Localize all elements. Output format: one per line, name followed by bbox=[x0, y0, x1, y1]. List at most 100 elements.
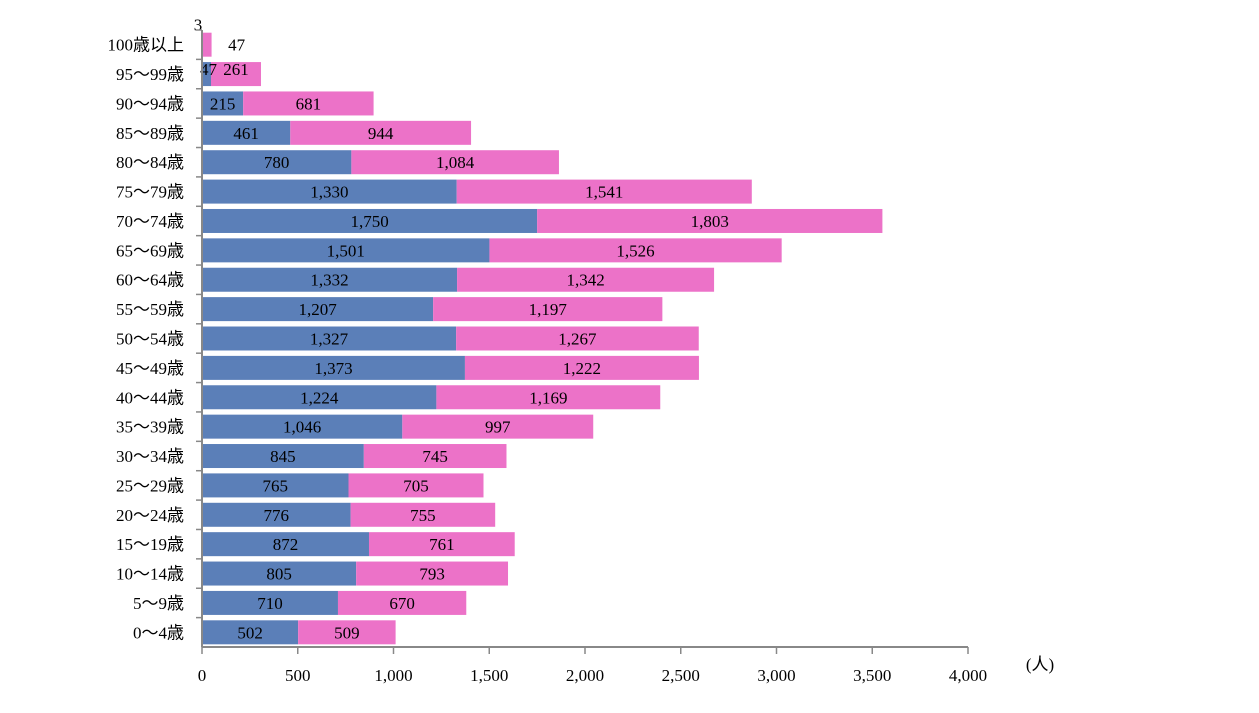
x-tick-label: 0 bbox=[198, 666, 207, 685]
bar-segment-pink bbox=[356, 561, 509, 586]
data-label: 776 bbox=[264, 506, 290, 525]
data-label: 1,526 bbox=[616, 241, 654, 260]
bar-segment-blue bbox=[202, 179, 457, 204]
bar-segment-blue bbox=[202, 473, 349, 498]
category-label: 40〜44歳 bbox=[116, 388, 184, 407]
data-label: 1,222 bbox=[563, 359, 601, 378]
data-label: 1,224 bbox=[300, 388, 339, 407]
category-label: 5〜9歳 bbox=[133, 594, 184, 613]
data-label: 765 bbox=[262, 476, 288, 495]
category-label: 15〜19歳 bbox=[116, 535, 184, 554]
data-label: 47 bbox=[228, 36, 246, 55]
data-label: 3 bbox=[194, 16, 203, 35]
bar-segment-pink bbox=[211, 62, 261, 87]
bar-segment-pink bbox=[350, 502, 496, 527]
data-label: 47 bbox=[200, 60, 218, 79]
category-label: 55〜59歳 bbox=[116, 300, 184, 319]
x-axis-unit: (人) bbox=[1026, 655, 1054, 674]
category-label: 70〜74歳 bbox=[116, 212, 184, 231]
bar-segment-pink bbox=[290, 120, 472, 145]
data-label: 1,750 bbox=[350, 212, 388, 231]
x-tick-label: 2,500 bbox=[662, 666, 700, 685]
category-label: 20〜24歳 bbox=[116, 506, 184, 525]
bar-segment-pink bbox=[456, 326, 699, 351]
x-tick-label: 3,000 bbox=[757, 666, 795, 685]
bar-segment-pink bbox=[348, 473, 484, 498]
data-label: 461 bbox=[233, 124, 259, 143]
data-label: 780 bbox=[264, 153, 290, 172]
bar-segment-blue bbox=[202, 267, 458, 292]
bar-segment-blue bbox=[202, 297, 434, 322]
bar-segment-blue bbox=[202, 444, 364, 469]
category-label: 45〜49歳 bbox=[116, 359, 184, 378]
data-label: 1,330 bbox=[310, 183, 348, 202]
category-label: 65〜69歳 bbox=[116, 241, 184, 260]
x-tick-label: 500 bbox=[285, 666, 311, 685]
data-label: 710 bbox=[257, 594, 283, 613]
bar-segment-pink bbox=[202, 32, 212, 57]
x-tick-label: 2,000 bbox=[566, 666, 604, 685]
category-label: 100歳以上 bbox=[108, 36, 185, 55]
data-label: 997 bbox=[485, 418, 511, 437]
data-label: 745 bbox=[422, 447, 448, 466]
data-label: 670 bbox=[389, 594, 415, 613]
category-label: 10〜14歳 bbox=[116, 565, 184, 584]
category-label: 60〜64歳 bbox=[116, 271, 184, 290]
bar-segment-pink bbox=[298, 620, 396, 645]
data-label: 509 bbox=[334, 623, 360, 642]
bar-segment-blue bbox=[202, 590, 338, 615]
bar-segment-pink bbox=[351, 150, 559, 175]
bar-segment-pink bbox=[436, 385, 661, 410]
bar-segment-blue bbox=[202, 502, 351, 527]
bar-segment-pink bbox=[489, 238, 782, 263]
data-label: 1,169 bbox=[529, 388, 567, 407]
data-label: 1,373 bbox=[314, 359, 352, 378]
bar-segment-blue bbox=[202, 561, 357, 586]
x-tick-label: 1,000 bbox=[374, 666, 412, 685]
category-label: 50〜54歳 bbox=[116, 330, 184, 349]
bar-segment-pink bbox=[464, 355, 699, 380]
category-label: 0〜4歳 bbox=[133, 623, 184, 642]
data-label: 793 bbox=[419, 565, 445, 584]
data-label: 755 bbox=[410, 506, 436, 525]
data-label: 261 bbox=[223, 60, 249, 79]
x-tick-label: 3,500 bbox=[853, 666, 891, 685]
category-label: 95〜99歳 bbox=[116, 65, 184, 84]
data-label: 1,327 bbox=[310, 330, 349, 349]
bar-segment-blue bbox=[202, 62, 212, 87]
bar-segment-blue bbox=[202, 532, 369, 557]
data-label: 1,541 bbox=[585, 183, 623, 202]
bar-segment-blue bbox=[202, 91, 244, 116]
x-tick-label: 4,000 bbox=[949, 666, 987, 685]
bar-segment-pink bbox=[457, 267, 715, 292]
category-label: 80〜84歳 bbox=[116, 153, 184, 172]
bar-segment-pink bbox=[337, 590, 467, 615]
bar-segment-pink bbox=[537, 208, 883, 233]
bar-segment-blue bbox=[202, 238, 490, 263]
data-label: 1,046 bbox=[283, 418, 321, 437]
data-label: 215 bbox=[210, 94, 236, 113]
data-label: 1,267 bbox=[558, 330, 597, 349]
data-label: 1,197 bbox=[529, 300, 568, 319]
data-label: 845 bbox=[270, 447, 296, 466]
bar-segment-pink bbox=[402, 414, 594, 439]
category-label: 35〜39歳 bbox=[116, 418, 184, 437]
data-label: 1,084 bbox=[436, 153, 475, 172]
data-label: 805 bbox=[266, 565, 292, 584]
data-label: 761 bbox=[429, 535, 455, 554]
data-label: 502 bbox=[237, 623, 263, 642]
data-label: 1,501 bbox=[327, 241, 365, 260]
data-label: 944 bbox=[368, 124, 394, 143]
bar-segment-blue bbox=[202, 208, 538, 233]
bar-segment-blue bbox=[202, 385, 437, 410]
bar-segment-pink bbox=[456, 179, 752, 204]
bar-segment-blue bbox=[202, 414, 403, 439]
category-label: 75〜79歳 bbox=[116, 183, 184, 202]
bar-segment-pink bbox=[433, 297, 663, 322]
bar-segment-blue bbox=[202, 326, 457, 351]
bar-segment-blue bbox=[202, 355, 465, 380]
category-label: 30〜34歳 bbox=[116, 447, 184, 466]
category-label: 25〜29歳 bbox=[116, 476, 184, 495]
data-label: 872 bbox=[273, 535, 299, 554]
